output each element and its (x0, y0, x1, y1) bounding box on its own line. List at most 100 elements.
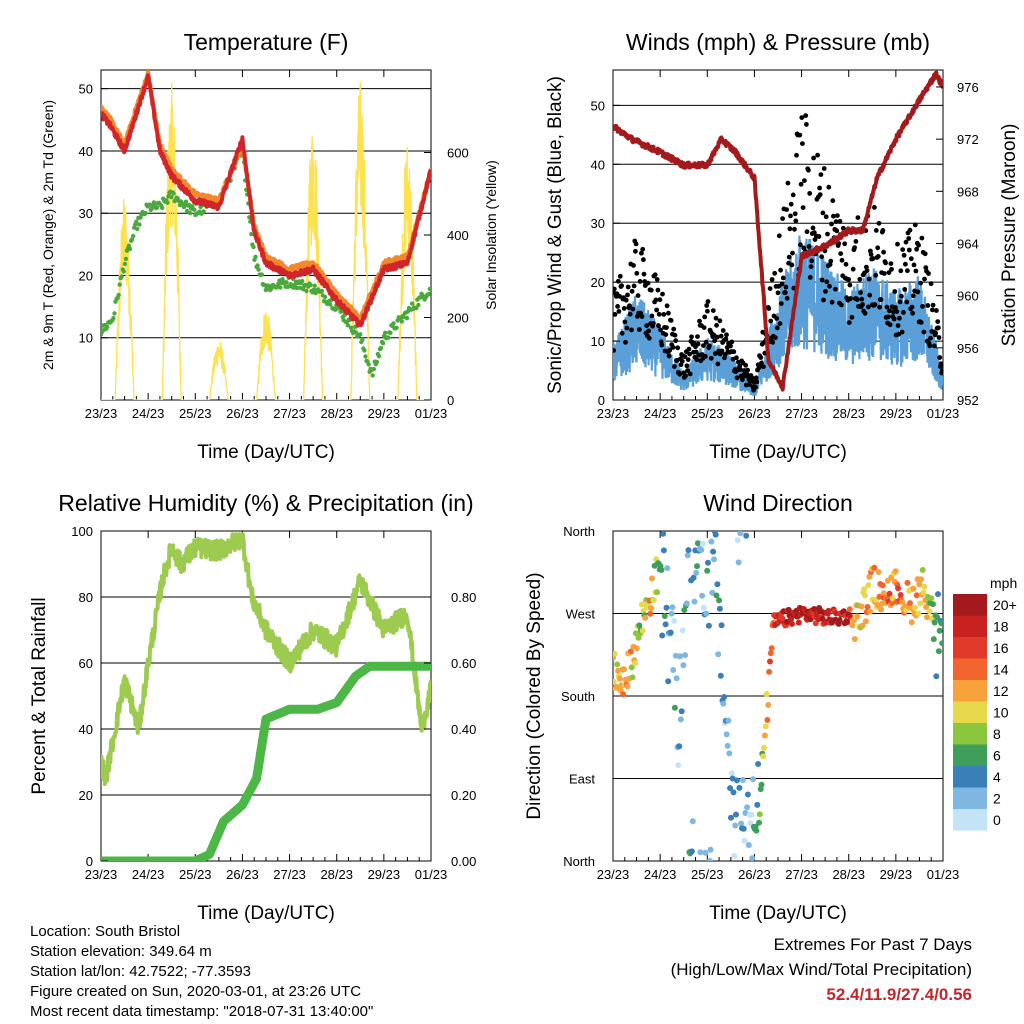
direction-point (680, 662, 687, 669)
dewpoint-point (376, 354, 382, 359)
direction-point (697, 849, 704, 856)
gust-point (754, 379, 760, 385)
y-axis-label: Sonic/Prop Wind & Gust (Blue, Black) (545, 76, 566, 394)
dewpoint-point (117, 282, 122, 287)
direction-point (910, 585, 917, 592)
x-tick-label: 01/23 (927, 867, 960, 882)
direction-point (878, 606, 885, 613)
dewpoint-point (363, 354, 368, 359)
gust-point (653, 297, 659, 303)
gust-point (713, 315, 719, 321)
gust-point (854, 297, 860, 302)
direction-point (918, 576, 924, 583)
gust-point (772, 270, 778, 276)
direction-point (919, 567, 926, 573)
direction-point (675, 762, 682, 769)
gust-point (881, 271, 887, 276)
direction-point (899, 599, 906, 606)
gust-point (898, 268, 904, 274)
gust-point (930, 302, 936, 308)
gust-point (922, 251, 928, 257)
gust-point (753, 375, 759, 381)
gust-point (918, 280, 923, 286)
direction-point (760, 753, 767, 760)
dewpoint-point (404, 315, 410, 321)
dewpoint-point (137, 222, 142, 227)
x-tick-label: 26/23 (226, 867, 259, 882)
x-tick-label: 27/23 (785, 867, 818, 882)
gust-point (880, 228, 886, 233)
gust-point (684, 363, 690, 369)
gust-point (728, 343, 733, 349)
gust-point (664, 303, 670, 309)
gust-point (823, 214, 829, 220)
gust-point (683, 373, 688, 379)
gust-point (633, 241, 639, 247)
gust-point (913, 268, 919, 274)
gust-point (885, 314, 891, 320)
direction-point (916, 581, 923, 588)
y2-tick-label: 0.40 (451, 722, 476, 737)
direction-point (737, 531, 744, 537)
gust-point (624, 325, 630, 331)
gust-point (793, 218, 799, 224)
y2-tick-label: 976 (957, 80, 979, 95)
dewpoint-point (111, 316, 116, 321)
gust-point (919, 235, 925, 241)
gust-point (768, 318, 774, 324)
gust-point (786, 254, 792, 260)
gust-point (847, 282, 853, 288)
direction-point (647, 610, 654, 617)
direction-point (939, 640, 943, 647)
gust-point (842, 241, 848, 247)
y2-tick-label: 200 (447, 311, 469, 326)
gust-point (831, 213, 836, 219)
direction-point (859, 622, 866, 629)
dewpoint-point (374, 359, 380, 365)
legend-label: 16 (993, 640, 1009, 656)
direction-point (669, 604, 676, 611)
gust-point (883, 260, 888, 266)
gust-point (641, 257, 646, 263)
gust-point (886, 270, 892, 275)
panel-title: Wind Direction (703, 490, 853, 516)
gust-point (778, 267, 783, 273)
direction-point (642, 614, 649, 621)
gust-point (774, 325, 780, 331)
direction-point (862, 618, 869, 625)
direction-point (627, 648, 634, 655)
direction-point (767, 658, 773, 665)
gust-point (881, 249, 886, 255)
gust-point (816, 234, 822, 239)
legend-label: 4 (993, 769, 1001, 785)
dewpoint-point (143, 210, 148, 216)
gust-point (613, 348, 617, 353)
gust-point (877, 304, 882, 310)
dewpoint-point (416, 302, 421, 308)
direction-point (690, 574, 697, 581)
direction-point (766, 668, 773, 675)
gust-point (806, 167, 811, 173)
direction-point (694, 563, 700, 570)
rh-line (101, 532, 431, 786)
gust-point (820, 210, 826, 216)
gust-point (803, 113, 809, 118)
direction-point (706, 858, 713, 861)
gust-point (866, 304, 871, 310)
x-tick-label: 23/23 (85, 406, 118, 421)
dewpoint-point (121, 269, 127, 274)
gust-point (634, 270, 640, 276)
direction-point (866, 573, 873, 580)
gust-point (897, 315, 902, 321)
gust-point (839, 302, 844, 308)
dewpoint-point (353, 330, 359, 335)
dewpoint-point (388, 330, 393, 335)
dewpoint-point (105, 324, 110, 330)
x-tick-label: 29/23 (368, 867, 401, 882)
direction-point (862, 592, 868, 599)
gust-point (616, 309, 622, 314)
direction-point (707, 846, 714, 853)
gust-point (804, 229, 810, 235)
direction-point (632, 630, 639, 637)
gust-point (922, 276, 927, 282)
